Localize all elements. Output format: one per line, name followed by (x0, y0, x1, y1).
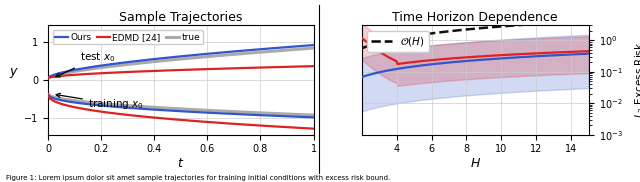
Title: Time Horizon Dependence: Time Horizon Dependence (392, 11, 558, 24)
Y-axis label: $L_2$ Excess Risk: $L_2$ Excess Risk (634, 42, 640, 118)
Text: test $x_0$: test $x_0$ (56, 50, 115, 77)
Legend: $\mathcal{O}(H)$: $\mathcal{O}(H)$ (367, 31, 429, 52)
Title: Sample Trajectories: Sample Trajectories (119, 11, 243, 24)
Text: training $x_0$: training $x_0$ (56, 93, 143, 111)
X-axis label: $H$: $H$ (470, 157, 481, 170)
X-axis label: $t$: $t$ (177, 157, 184, 170)
Y-axis label: $y$: $y$ (10, 66, 19, 80)
Legend: Ours, EDMD [24], true: Ours, EDMD [24], true (52, 30, 203, 44)
Text: Figure 1: Lorem ipsum dolor sit amet sample trajectories for training initial co: Figure 1: Lorem ipsum dolor sit amet sam… (6, 175, 390, 181)
